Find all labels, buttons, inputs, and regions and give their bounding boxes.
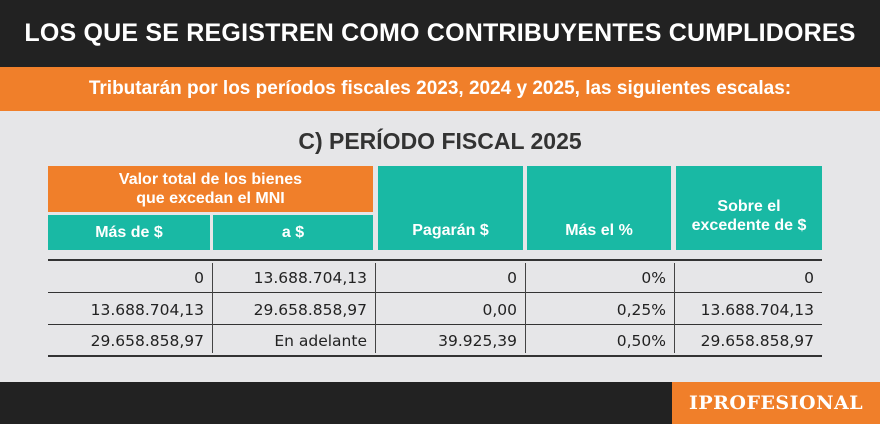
column-header-sobre-line-1: Sobre el [717, 198, 781, 215]
table-cell: En adelante [274, 332, 367, 350]
table-top-rule [48, 259, 822, 261]
column-separator-3 [525, 263, 526, 353]
column-separator-2 [375, 263, 376, 353]
table-cell: 13.688.704,13 [700, 301, 814, 319]
table-cell: 0,50% [616, 332, 666, 350]
column-header-mas-el: Más el % [527, 166, 671, 250]
column-header-sobre-line-2: excedente de $ [691, 217, 807, 234]
table-cell: 0 [507, 269, 517, 287]
table-cell: 0% [641, 269, 666, 287]
column-header-sobre-excedente: Sobre el excedente de $ [676, 166, 822, 250]
group-header-line-1: Valor total de los bienes [118, 171, 303, 188]
main-title: LOS QUE SE REGISTREN COMO CONTRIBUYENTES… [0, 0, 880, 67]
column-header-pagaran: Pagarán $ [378, 166, 523, 250]
table-cell: 0,25% [616, 301, 666, 319]
table-cell: 0 [804, 269, 814, 287]
table-cell: 29.658.858,97 [90, 332, 204, 350]
column-header-mas-de: Más de $ [48, 215, 210, 250]
subtitle: Tributarán por los períodos fiscales 202… [0, 67, 880, 111]
table-cell: 0,00 [482, 301, 517, 319]
table-cell: 13.688.704,13 [253, 269, 367, 287]
row-divider-2 [48, 324, 822, 325]
column-separator-4 [674, 263, 675, 353]
table-cell: 39.925,39 [438, 332, 517, 350]
section-title: C) PERÍODO FISCAL 2025 [298, 127, 582, 154]
group-header-line-2: que excedan el MNI [136, 190, 285, 207]
column-header-a: a $ [213, 215, 373, 250]
table-bottom-rule [48, 355, 822, 357]
row-divider-1 [48, 292, 822, 293]
table-cell: 29.658.858,97 [700, 332, 814, 350]
iprofesional-logo: IPROFESIONAL [672, 382, 880, 424]
table-cell: 0 [194, 269, 204, 287]
group-header-valor-total: Valor total de los bienes que excedan el… [48, 166, 373, 212]
table-cell: 29.658.858,97 [253, 301, 367, 319]
column-separator-1 [212, 263, 213, 353]
table-cell: 13.688.704,13 [90, 301, 204, 319]
